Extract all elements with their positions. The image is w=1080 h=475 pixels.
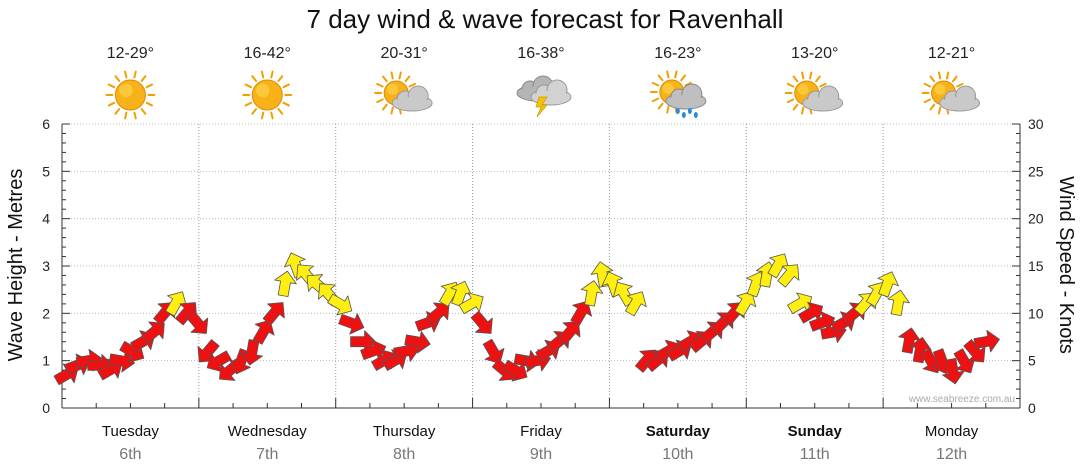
weather-icons-row: [105, 70, 981, 120]
wind-arrow: [274, 270, 297, 298]
day-labels-row: Tuesday 6th Wednesday 7th Thursday 8th Friday 9…: [102, 423, 979, 463]
wind-arrow: [338, 313, 365, 335]
right-tick-label: 25: [1028, 163, 1044, 179]
wind-arrow: [206, 350, 232, 373]
wind-arrow: [327, 293, 353, 316]
day-name: Thursday: [373, 423, 436, 440]
left-tick-label: 4: [42, 211, 50, 227]
day-date: 10th: [662, 446, 693, 463]
wind-arrows: [53, 252, 1000, 386]
temperature-row: 12-29° 16-42° 20-31° 16-38° 16-23° 13-20° 12-2…: [107, 45, 975, 62]
day-date: 11th: [800, 446, 830, 463]
wind-arrow: [482, 338, 505, 364]
left-tick-label: 2: [42, 305, 50, 321]
day-temperature: 20-31°: [380, 45, 427, 62]
left-tick-label: 1: [42, 353, 50, 369]
wind-arrow: [165, 291, 187, 317]
wind-arrow: [767, 253, 790, 279]
day-date: 9th: [530, 446, 552, 463]
wind-arrow: [798, 301, 824, 324]
wind-arrow: [502, 359, 528, 382]
wind-arrow: [404, 330, 431, 354]
wind-arrow: [734, 291, 757, 317]
wind-arrow: [558, 321, 581, 345]
day-temperature: 16-23°: [654, 45, 701, 62]
chart-title: 7 day wind & wave forecast for Ravenhall: [307, 4, 784, 34]
credit-text: www.seabreeze.com.au: [908, 394, 1015, 405]
day-name: Sunday: [788, 423, 843, 440]
right-tick-label: 15: [1028, 258, 1044, 274]
right-tick-label: 20: [1028, 211, 1044, 227]
day-temperature: 12-21°: [928, 45, 975, 62]
wind-arrow: [175, 302, 198, 326]
wind-arrow: [108, 349, 135, 373]
left-axis-label: Wave Height - Metres: [5, 169, 27, 362]
left-tick-label: 3: [42, 258, 50, 274]
right-tick-label: 5: [1028, 353, 1036, 369]
storm-cloud-icon: [516, 75, 572, 118]
chart-axes: 0 1 2 3 4 5 6 0 5 10 15 20 25 30: [42, 116, 1044, 416]
day-name: Tuesday: [102, 423, 159, 440]
wind-arrow: [877, 271, 899, 298]
day-name: Monday: [925, 423, 979, 440]
day-name: Saturday: [646, 423, 711, 440]
wind-arrow: [898, 327, 921, 354]
right-tick-label: 0: [1028, 400, 1036, 416]
left-tick-label: 0: [42, 400, 50, 416]
day-name: Friday: [520, 423, 562, 440]
sun-cloud-icon: [921, 71, 981, 115]
sun-icon: [242, 70, 293, 120]
right-tick-label: 10: [1028, 305, 1044, 321]
day-temperature: 12-29°: [107, 45, 154, 62]
wind-arrow: [186, 310, 209, 334]
day-temperature: 13-20°: [791, 45, 838, 62]
wind-arrow: [458, 292, 484, 315]
wind-arrow: [963, 339, 986, 363]
wind-arrow: [809, 311, 836, 333]
sun-cloud-icon: [374, 71, 433, 115]
wind-arrow: [942, 357, 965, 385]
right-tick-label: 30: [1028, 116, 1044, 132]
day-name: Wednesday: [228, 423, 307, 440]
wind-arrow: [570, 300, 593, 326]
sun-rain-icon: [649, 70, 707, 118]
right-axis-label: Wind Speed - Knots: [1055, 176, 1077, 354]
wind-arrow: [426, 302, 450, 325]
day-temperature: 16-38°: [517, 45, 564, 62]
day-date: 7th: [256, 446, 278, 463]
sun-icon: [105, 70, 156, 120]
wind-arrow: [141, 321, 165, 344]
wind-arrow: [887, 289, 910, 317]
left-tick-label: 5: [42, 163, 50, 179]
wind-arrow: [252, 319, 275, 345]
left-tick-label: 6: [42, 116, 50, 132]
day-temperature: 16-42°: [244, 45, 291, 62]
wind-arrow: [973, 329, 1000, 353]
day-date: 6th: [119, 446, 141, 463]
wind-arrow: [262, 302, 285, 326]
day-date: 8th: [393, 446, 415, 463]
wind-arrow: [625, 291, 647, 317]
wind-arrow: [909, 337, 932, 364]
wind-arrow: [240, 339, 263, 366]
day-date: 12th: [936, 446, 967, 463]
wind-arrow: [470, 310, 493, 334]
wind-arrow: [777, 264, 800, 288]
sun-cloud-icon: [784, 71, 844, 115]
wind-arrow: [580, 280, 604, 307]
